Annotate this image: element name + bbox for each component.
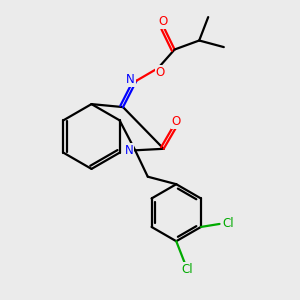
Text: O: O xyxy=(158,15,167,28)
Text: N: N xyxy=(126,73,135,86)
Text: O: O xyxy=(172,115,181,128)
Text: O: O xyxy=(156,66,165,79)
Text: Cl: Cl xyxy=(182,263,194,276)
Text: Cl: Cl xyxy=(223,218,234,230)
Text: N: N xyxy=(125,144,134,157)
